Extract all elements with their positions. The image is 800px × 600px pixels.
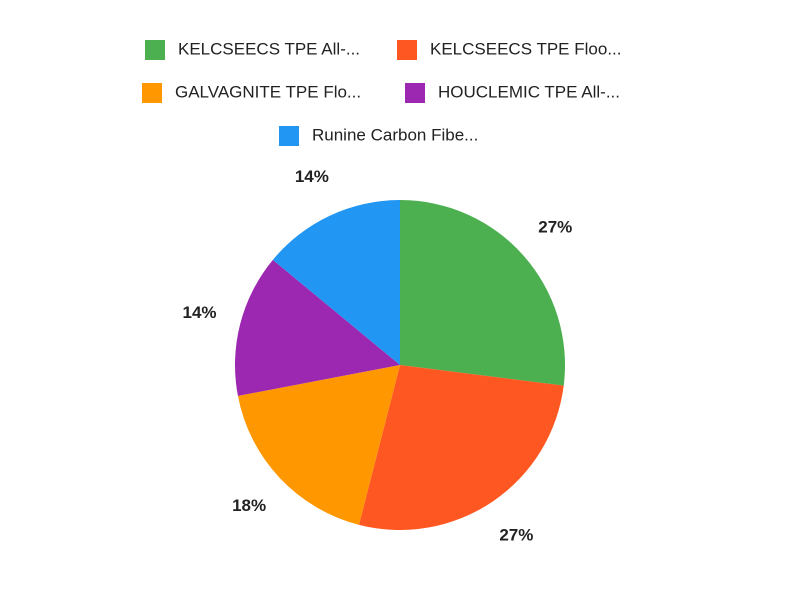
legend-swatch [145,40,165,60]
slice-label: 27% [499,526,533,545]
slice-label: 27% [538,218,572,237]
slice-label: 14% [182,303,216,322]
pie-slice [235,259,400,396]
pie-slice [400,200,565,386]
legend-label: KELCSEECS TPE All-... [178,39,360,58]
slice-label: 18% [232,496,266,515]
pie-slice [272,200,400,365]
pie-slice [237,365,400,525]
legend-label: HOUCLEMIC TPE All-... [438,82,620,101]
legend-label: KELCSEECS TPE Floo... [430,39,621,58]
slice-label: 14% [295,167,329,186]
legend-label: Runine Carbon Fibe... [312,125,478,144]
pie-slice [358,365,564,530]
legend-swatch [142,83,162,103]
legend-label: GALVAGNITE TPE Flo... [175,82,361,101]
legend-swatch [279,126,299,146]
legend-swatch [405,83,425,103]
legend-swatch [397,40,417,60]
